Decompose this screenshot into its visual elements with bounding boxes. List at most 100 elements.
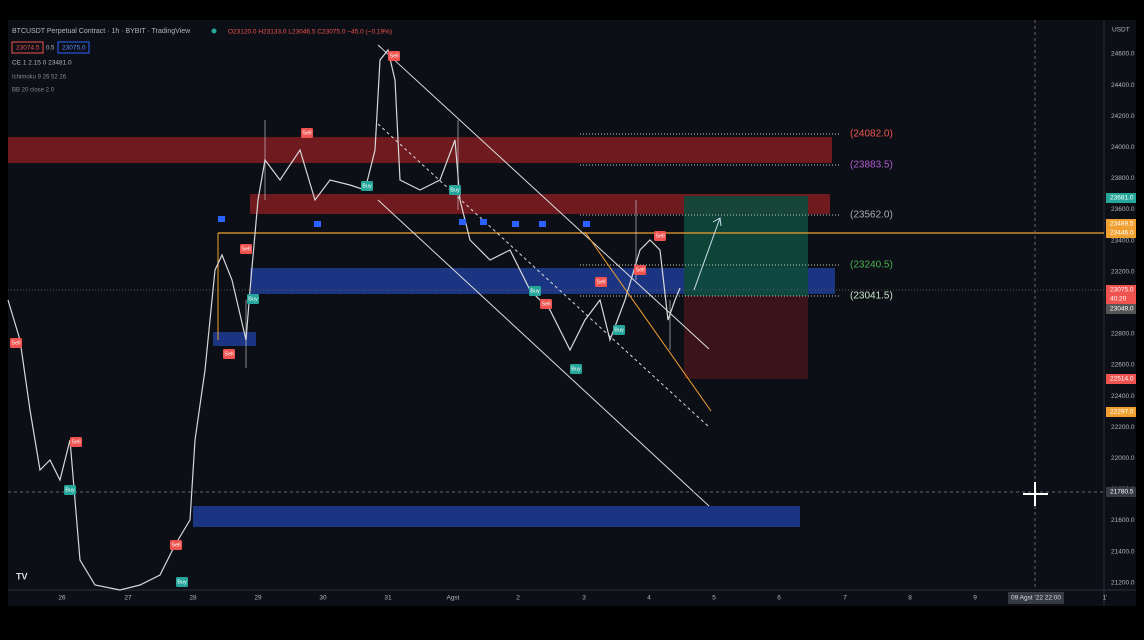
cursor-date-box [1008, 592, 1064, 604]
time-label: 4 [647, 595, 651, 602]
flag [459, 219, 466, 225]
time-label: 5 [712, 595, 716, 602]
price-tag: 21780.5 [1110, 489, 1134, 496]
signal-label: Sell [596, 279, 605, 285]
price-tag-box [1106, 374, 1136, 384]
level-label: (23041.5) [850, 291, 893, 302]
indicator: CE 1 2.15 0 23481.0 [12, 60, 72, 67]
signal-label: Sell [11, 340, 20, 346]
price-tag: 22514.0 [1110, 376, 1134, 383]
bid: 23074.5 [16, 45, 40, 52]
price-tag-box [1106, 219, 1136, 229]
time-label: 30 [319, 595, 327, 602]
signal-box [595, 277, 607, 287]
price-tag: 22297.0 [1110, 409, 1134, 416]
signal-box [301, 128, 313, 138]
price-tag: 23049.0 [1110, 306, 1134, 313]
signal-box [361, 181, 373, 191]
signal-box [388, 51, 400, 61]
signal-box [70, 437, 82, 447]
price-label: 23200.0 [1111, 268, 1135, 275]
signal-box [10, 338, 22, 348]
price-label: 21400.0 [1111, 548, 1135, 555]
signal-box [176, 577, 188, 587]
signal-label: Sell [655, 233, 664, 239]
time-label: 2 [516, 595, 520, 602]
price-label: 24200.0 [1111, 113, 1135, 120]
signal-box [247, 294, 259, 304]
time-label: 29 [254, 595, 262, 602]
level-label: (23883.5) [850, 160, 893, 171]
trend-line [377, 44, 710, 350]
indicator: BB 20 close 2.0 [12, 88, 55, 94]
supply-zone [8, 137, 832, 163]
flag [314, 221, 321, 227]
price-label: 22800.0 [1111, 331, 1135, 338]
signal-label: Buy [614, 327, 624, 333]
price-label: 22200.0 [1111, 424, 1135, 431]
signal-label: Buy [362, 183, 372, 189]
price-label: 21600.0 [1111, 517, 1135, 524]
time-label: 1' [1103, 595, 1108, 602]
flag [480, 219, 487, 225]
price-tag-box [1106, 228, 1136, 238]
ask-box [57, 41, 90, 54]
price-label: 23800.0 [1111, 175, 1135, 182]
signal-label: Buy [450, 187, 460, 193]
price-tag-box [1106, 294, 1136, 304]
signal-label: Sell [241, 246, 250, 252]
level-label: (24082.0) [850, 129, 893, 140]
time-label: Agst [446, 595, 459, 602]
stop-box [684, 296, 808, 379]
flags [218, 216, 590, 227]
price-axis: 24600.0 24400.0 24200.0 24000.0 23800.0 23600… [1111, 51, 1135, 587]
signal-box [540, 299, 552, 309]
symbol: BTCUSDT Perpetual Contract · 1h · BYBIT … [12, 28, 191, 35]
price-label: 22600.0 [1111, 362, 1135, 369]
signal-label: Buy [530, 288, 540, 294]
ohlc: O23120.0 H23133.0 L23046.5 C23075.0 −45.… [228, 29, 392, 36]
arrow-head [712, 217, 722, 227]
signal-box [570, 364, 582, 374]
ask: 23075.0 [62, 45, 86, 52]
time-label: 31 [384, 595, 392, 602]
status-dot [211, 28, 217, 34]
signal-label: Sell [541, 301, 550, 307]
price-tag: 23681.0 [1110, 195, 1134, 202]
signals: Sell Sell Buy Sell Buy Sell Buy Sell Sell Buy Sell… [10, 51, 666, 587]
flag [218, 216, 225, 222]
signal-box [449, 185, 461, 195]
arrow [693, 217, 721, 291]
signal-box [613, 325, 625, 335]
price-tag: 23489.5 [1110, 221, 1134, 228]
level-label: (23240.5) [850, 260, 893, 271]
signal-box [240, 244, 252, 254]
price-label: 21200.0 [1111, 579, 1135, 586]
tv-logo: TV [16, 571, 28, 581]
price-label: 23600.0 [1111, 206, 1135, 213]
cursor-date: 09 Agst '22 22:00 [1011, 595, 1061, 602]
signal-label: Sell [171, 542, 180, 548]
time-label: 27 [124, 595, 132, 602]
bid-box [11, 41, 44, 54]
price-label: 23400.0 [1111, 237, 1135, 244]
signal-box [223, 349, 235, 359]
signal-label: Sell [389, 53, 398, 59]
time-label: 3 [582, 595, 586, 602]
spread: 0.5 [46, 46, 55, 52]
signal-label: Buy [177, 579, 187, 585]
price-tag-box [1106, 407, 1136, 417]
signal-box [64, 485, 76, 495]
signal-box [529, 286, 541, 296]
signal-box [170, 540, 182, 550]
signal-label: Buy [248, 296, 258, 302]
price-tag-box [1106, 304, 1136, 314]
level-lines [8, 133, 1104, 297]
time-label: 8 [908, 595, 912, 602]
time-label: 6 [777, 595, 781, 602]
level-label: (23562.0) [850, 210, 893, 221]
price-label: 22000.0 [1111, 455, 1135, 462]
price-tag-box [1106, 487, 1136, 497]
trend-line [377, 199, 710, 507]
